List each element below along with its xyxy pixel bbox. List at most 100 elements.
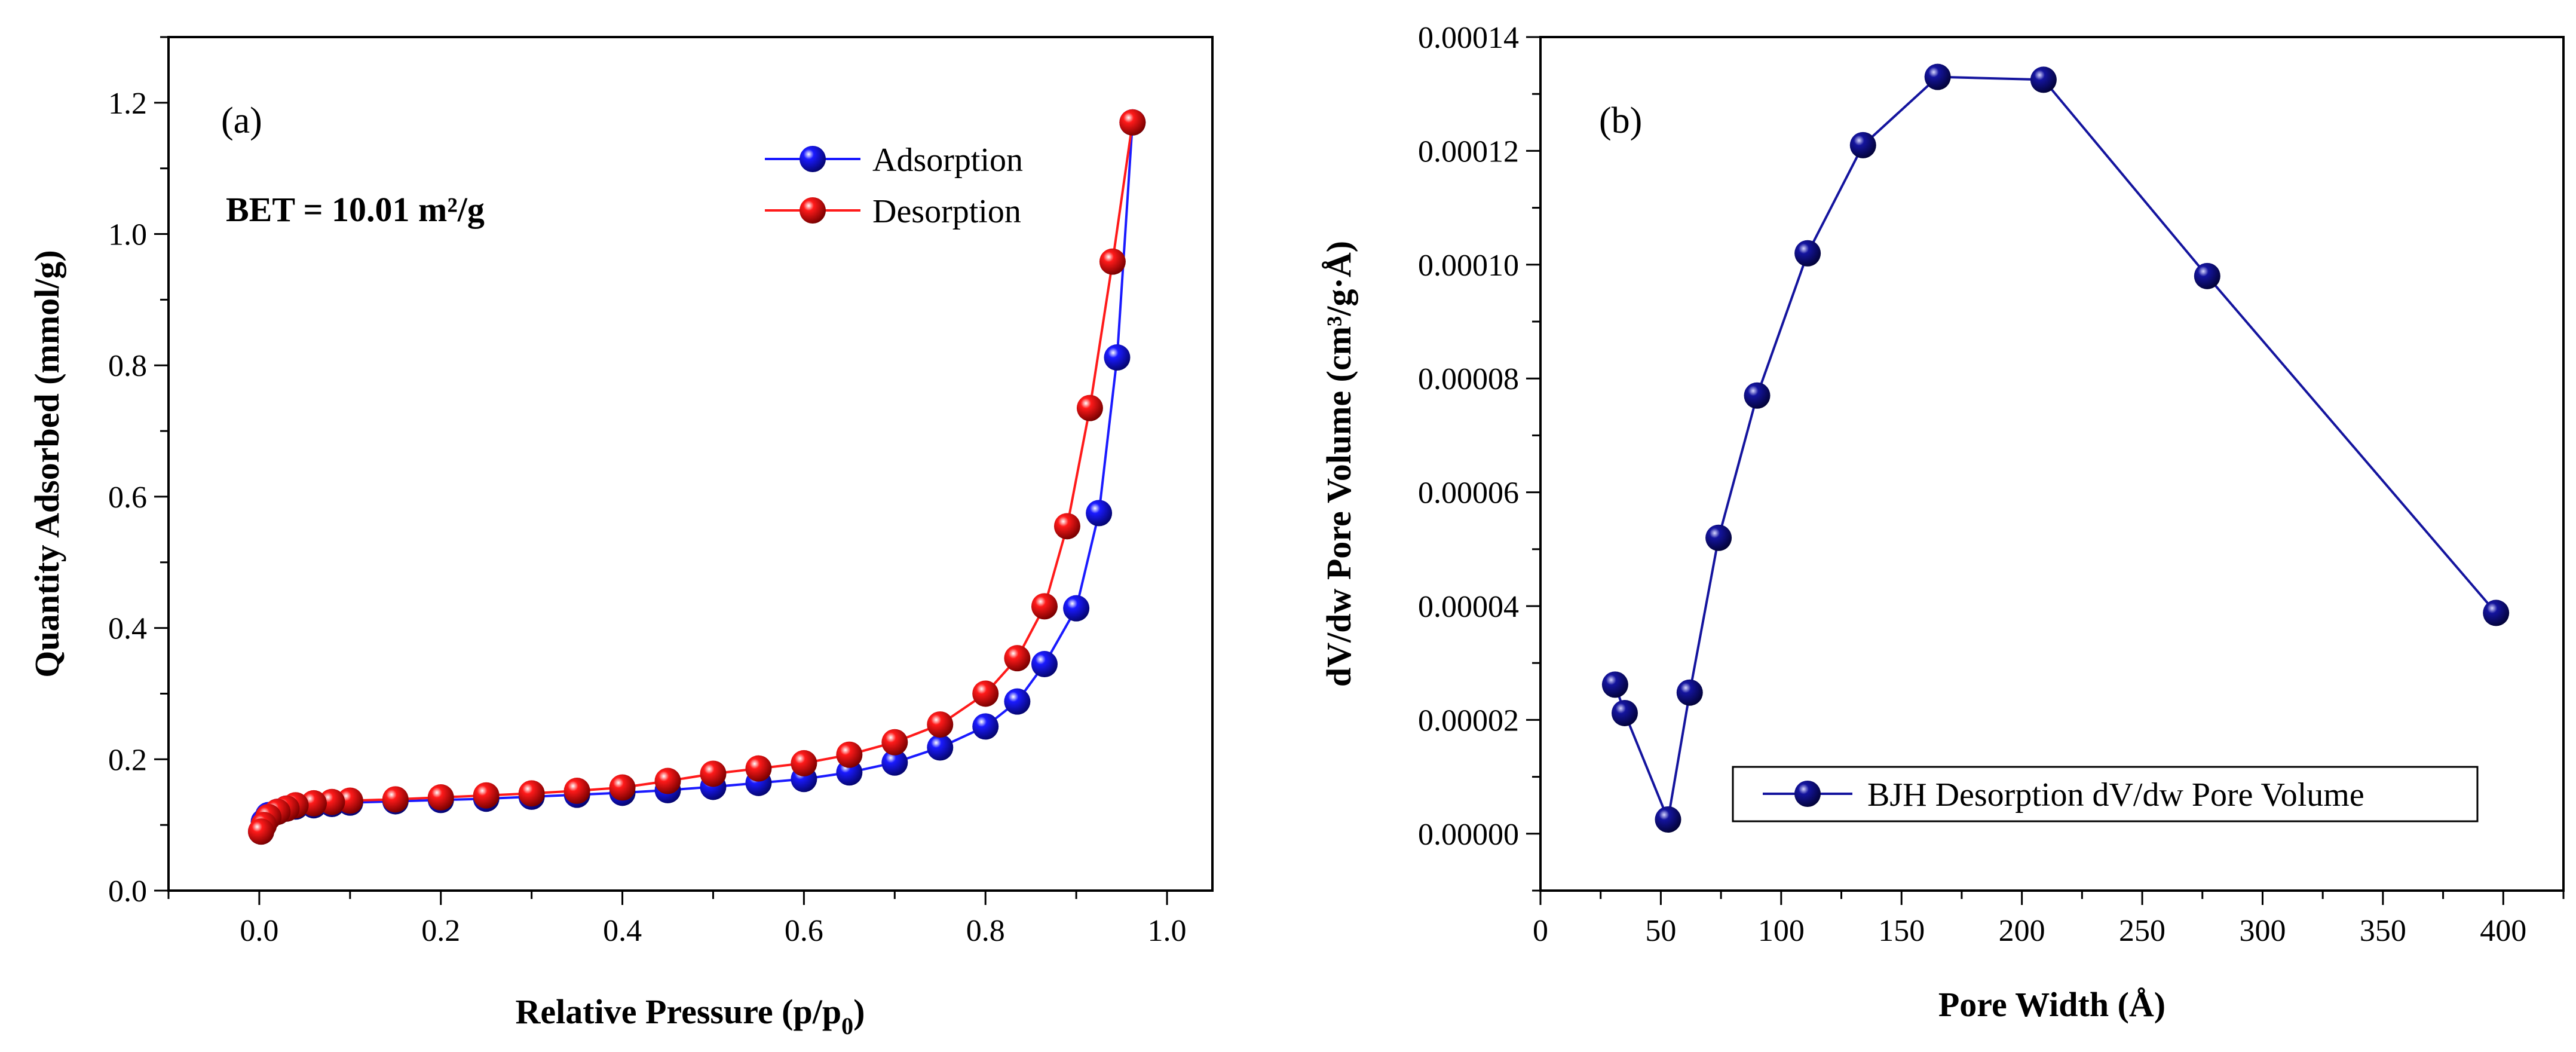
- y-axis-ticks: 0.0 0.2 0.4 0.6 0.8 1.0 1.2: [108, 36, 169, 909]
- x-tick-label: 0.8: [966, 914, 1005, 948]
- y-tick-label: 0.4: [108, 612, 147, 646]
- legend-marker-desorption: [800, 197, 826, 224]
- x-axis-title-close: ): [853, 992, 865, 1031]
- legend-marker-bjh: [1794, 781, 1821, 807]
- data-point-desorption: [382, 786, 409, 813]
- y-tick-label: 0.8: [108, 349, 147, 383]
- x-axis-title: Pore Width (Å): [1938, 985, 2165, 1024]
- data-point-adsorption: [1104, 344, 1131, 371]
- data-point-desorption: [972, 680, 999, 707]
- series-line-bjh-desorption-dv-dw-pore-volume: [1614, 75, 2497, 824]
- y-tick-label: 0.00004: [1418, 590, 1519, 624]
- panel-label: (b): [1599, 100, 1642, 141]
- data-point-bjh-desorption-dv-dw-pore-volume: [1744, 382, 1771, 409]
- x-axis-ticks: 0.0 0.2 0.4 0.6 0.8 1.0: [167, 891, 1187, 948]
- x-axis-title-subscript: 0: [841, 1013, 853, 1039]
- y-tick-label: 0.00014: [1418, 21, 1519, 55]
- data-point-desorption: [1004, 645, 1031, 672]
- y-tick-label: 0.00010: [1418, 249, 1519, 283]
- data-point-bjh-desorption-dv-dw-pore-volume: [1924, 63, 1951, 90]
- data-point-desorption: [836, 741, 863, 768]
- y-tick-label: 0.00006: [1418, 476, 1519, 510]
- data-point-desorption: [473, 782, 500, 809]
- chart-panel-b: 0 50 100 150 200 250 300 350 400 0.000000.000020…: [1319, 21, 2565, 1024]
- legend-marker-adsorption: [800, 146, 826, 172]
- data-point-desorption: [427, 784, 454, 811]
- legend-box: [1732, 766, 2479, 822]
- data-point-adsorption: [1031, 651, 1058, 678]
- y-axis-ticks: 0.00000 0.00002 0.00004 0.00006 0.00008 0.000…: [1418, 21, 1540, 892]
- data-point-bjh-desorption-dv-dw-pore-volume: [1655, 806, 1681, 833]
- y-tick-label: 1.2: [108, 87, 147, 121]
- series-group: [1601, 63, 2510, 833]
- data-point-desorption: [1031, 593, 1058, 620]
- data-point-desorption: [881, 729, 908, 756]
- data-point-bjh-desorption-dv-dw-pore-volume: [1611, 699, 1638, 726]
- data-point-desorption: [1099, 248, 1126, 275]
- legend-label-adsorption: Adsorption: [872, 142, 1023, 179]
- y-axis-title: dV/dw Pore Volume (cm³/g·Å): [1319, 241, 1358, 687]
- y-tick-label: 0.00002: [1418, 704, 1519, 738]
- data-point-desorption: [1053, 513, 1080, 540]
- data-point-desorption: [654, 767, 681, 794]
- data-point-desorption: [609, 774, 636, 801]
- data-point-desorption: [927, 711, 954, 738]
- x-tick-label: 200: [1999, 914, 2045, 948]
- data-point-bjh-desorption-dv-dw-pore-volume: [1601, 671, 1628, 698]
- data-point-desorption: [563, 778, 590, 805]
- x-tick-label: 150: [1878, 914, 1925, 948]
- x-tick-label: 0.2: [421, 914, 460, 948]
- data-point-bjh-desorption-dv-dw-pore-volume: [1676, 679, 1703, 706]
- legend: Adsorption Desorption: [765, 142, 1023, 230]
- data-point-adsorption: [1063, 595, 1090, 622]
- x-tick-label: 100: [1758, 914, 1805, 948]
- x-tick-label: 1.0: [1148, 914, 1187, 948]
- y-tick-label: 0.00008: [1418, 362, 1519, 396]
- series-group: [247, 109, 1146, 845]
- legend-label-desorption: Desorption: [872, 193, 1021, 230]
- y-tick-label: 1.0: [108, 218, 147, 252]
- data-point-desorption: [745, 755, 772, 782]
- y-tick-label: 0.2: [108, 743, 147, 777]
- x-tick-label: 0.0: [240, 914, 278, 948]
- data-point-desorption: [247, 818, 274, 845]
- data-point-adsorption: [881, 749, 908, 776]
- x-tick-label: 350: [2360, 914, 2406, 948]
- chart-panel-a: 0.0 0.2 0.4 0.6 0.8 1.0 0.0 0.2 0.4 0.6 0.8 1.0 1.2…: [27, 36, 1214, 1039]
- data-point-bjh-desorption-dv-dw-pore-volume: [2194, 262, 2220, 289]
- x-tick-label: 250: [2119, 914, 2165, 948]
- legend: BJH Desorption dV/dw Pore Volume: [1732, 766, 2479, 822]
- x-tick-label: 300: [2239, 914, 2286, 948]
- data-point-adsorption: [927, 734, 954, 761]
- data-point-adsorption: [1004, 688, 1031, 715]
- data-point-bjh-desorption-dv-dw-pore-volume: [1705, 524, 1732, 551]
- data-point-desorption: [700, 760, 727, 787]
- plot-area-frame: [167, 36, 1214, 892]
- bet-annotation: BET = 10.01 m²/g: [226, 190, 485, 229]
- y-tick-label: 0.6: [108, 481, 147, 515]
- x-tick-label: 0: [1533, 914, 1548, 948]
- data-point-adsorption: [972, 713, 999, 740]
- data-point-bjh-desorption-dv-dw-pore-volume: [2483, 600, 2510, 626]
- data-point-adsorption: [1086, 500, 1113, 527]
- data-point-bjh-desorption-dv-dw-pore-volume: [2030, 66, 2057, 93]
- x-tick-label: 50: [1645, 914, 1676, 948]
- x-tick-label: 0.4: [603, 914, 642, 948]
- data-point-desorption: [1076, 395, 1103, 421]
- data-point-desorption: [1119, 109, 1146, 136]
- x-tick-label: 0.6: [785, 914, 823, 948]
- data-point-bjh-desorption-dv-dw-pore-volume: [1794, 240, 1821, 267]
- panel-label: (a): [221, 100, 262, 141]
- y-axis-title: Quantity Adsorbed (mmol/g): [27, 250, 66, 677]
- y-tick-label: 0.00000: [1418, 818, 1519, 852]
- x-axis-ticks: 0 50 100 150 200 250 300 350 400: [1533, 891, 2565, 948]
- y-tick-label: 0.00012: [1418, 134, 1519, 169]
- x-tick-label: 400: [2480, 914, 2526, 948]
- plot-area-frame: [1539, 36, 2565, 892]
- data-point-desorption: [791, 750, 817, 776]
- data-point-bjh-desorption-dv-dw-pore-volume: [1849, 132, 1876, 158]
- y-tick-label: 0.0: [108, 874, 147, 909]
- legend-label-bjh: BJH Desorption dV/dw Pore Volume: [1867, 776, 2364, 814]
- x-axis-title-main: Relative Pressure (p/p: [516, 992, 842, 1031]
